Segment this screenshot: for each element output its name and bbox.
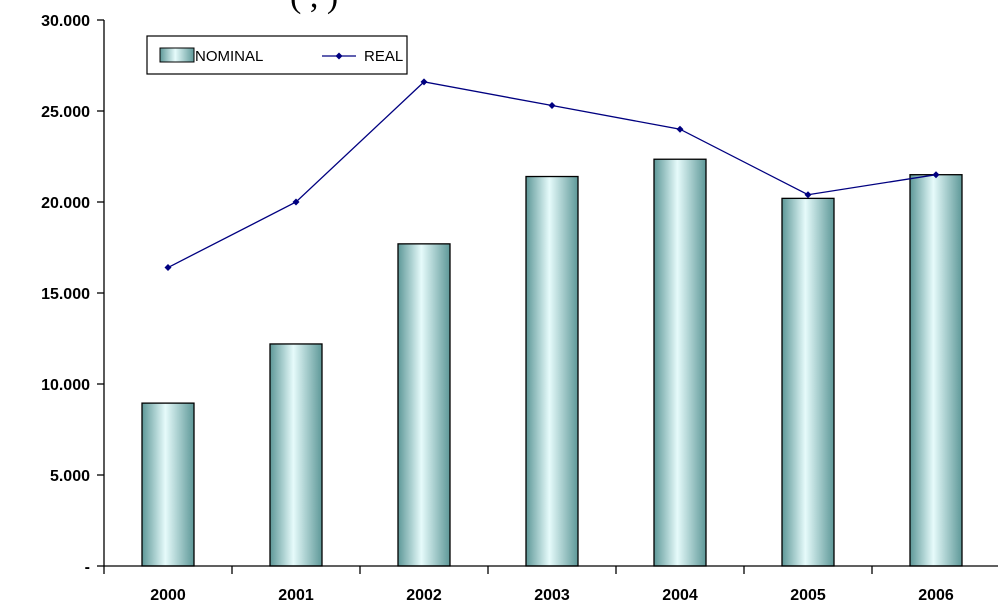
line-layer	[164, 78, 940, 272]
x-tick-label: 2006	[918, 587, 954, 604]
legend-label-real: REAL	[364, 48, 403, 65]
axes-layer: - 5.000 10.000 15.000 20.000 25.000 30.000 2000…	[41, 13, 998, 604]
y-tick-label: 25.000	[41, 104, 90, 121]
y-tick-label: 30.000	[41, 13, 90, 30]
point-real-2004	[676, 125, 684, 133]
point-real-2002	[420, 78, 428, 86]
bar-nominal-2002	[397, 243, 451, 567]
y-tick-label: 10.000	[41, 377, 90, 394]
legend-swatch-real-marker	[335, 52, 343, 60]
bar-nominal-2003	[525, 175, 579, 567]
chart-title: ( , )	[290, 0, 338, 16]
bar-nominal-2006	[909, 174, 963, 567]
point-real-2001	[292, 198, 300, 206]
x-tick-label: 2005	[790, 587, 826, 604]
bar-nominal-2001	[269, 343, 323, 567]
point-real-2000	[164, 264, 172, 272]
x-tick-label: 2001	[278, 587, 314, 604]
x-tick-label: 2002	[406, 587, 442, 604]
legend-label-nominal: NOMINAL	[195, 48, 263, 65]
bar-nominal-2000	[141, 402, 195, 567]
point-real-2003	[548, 102, 556, 110]
legend-swatch-nominal	[159, 47, 195, 63]
point-real-2005	[804, 191, 812, 199]
x-tick-label: 2003	[534, 587, 570, 604]
x-tick-label: 2004	[662, 587, 698, 604]
y-tick-label: -	[85, 559, 90, 576]
y-tick-label: 5.000	[50, 468, 90, 485]
bar-nominal-2005	[781, 197, 835, 567]
bars-layer	[141, 158, 963, 567]
y-tick-label: 15.000	[41, 286, 90, 303]
legend: NOMINAL REAL	[146, 35, 408, 75]
point-real-2006	[932, 171, 940, 179]
bar-nominal-2004	[653, 158, 707, 567]
x-tick-label: 2000	[150, 587, 186, 604]
y-tick-label: 20.000	[41, 195, 90, 212]
